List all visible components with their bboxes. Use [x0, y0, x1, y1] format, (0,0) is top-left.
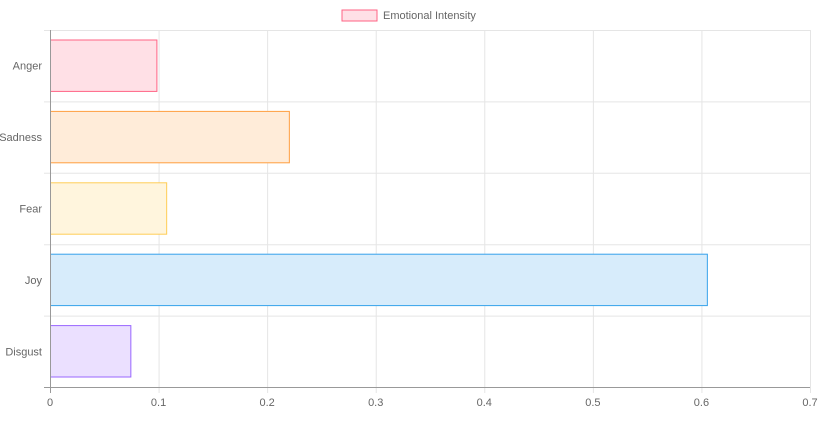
x-tick-label: 0.7	[802, 397, 817, 409]
bar-disgust[interactable]	[50, 325, 132, 378]
bars	[50, 39, 708, 378]
bar-joy[interactable]	[50, 253, 708, 307]
y-tick-label: Disgust	[5, 346, 42, 358]
x-tick-label: 0	[47, 397, 53, 409]
y-tick-label: Joy	[25, 275, 43, 287]
x-tick-label: 0.4	[477, 397, 492, 409]
axes	[44, 30, 810, 393]
axis-labels: 0 0.1 0.2 0.3 0.4 0.5 0.6 0.7 Anger Sadness Fear Jo…	[0, 61, 818, 409]
legend-label[interactable]: Emotional Intensity	[383, 10, 476, 22]
y-tick-label: Sadness	[0, 132, 42, 144]
x-tick-label: 0.1	[151, 397, 166, 409]
x-tick-label: 0.6	[694, 397, 709, 409]
bar-anger[interactable]	[50, 39, 158, 92]
legend[interactable]: Emotional Intensity	[341, 9, 476, 22]
y-tick-label: Anger	[13, 61, 43, 73]
legend-swatch[interactable]	[341, 9, 378, 22]
x-tick-label: 0.3	[368, 397, 383, 409]
grid-lines	[44, 30, 811, 393]
x-tick-label: 0.5	[585, 397, 600, 409]
bar-sadness[interactable]	[50, 110, 290, 164]
x-tick-label: 0.2	[259, 397, 274, 409]
bar-fear[interactable]	[50, 182, 168, 235]
y-tick-label: Fear	[19, 204, 42, 216]
